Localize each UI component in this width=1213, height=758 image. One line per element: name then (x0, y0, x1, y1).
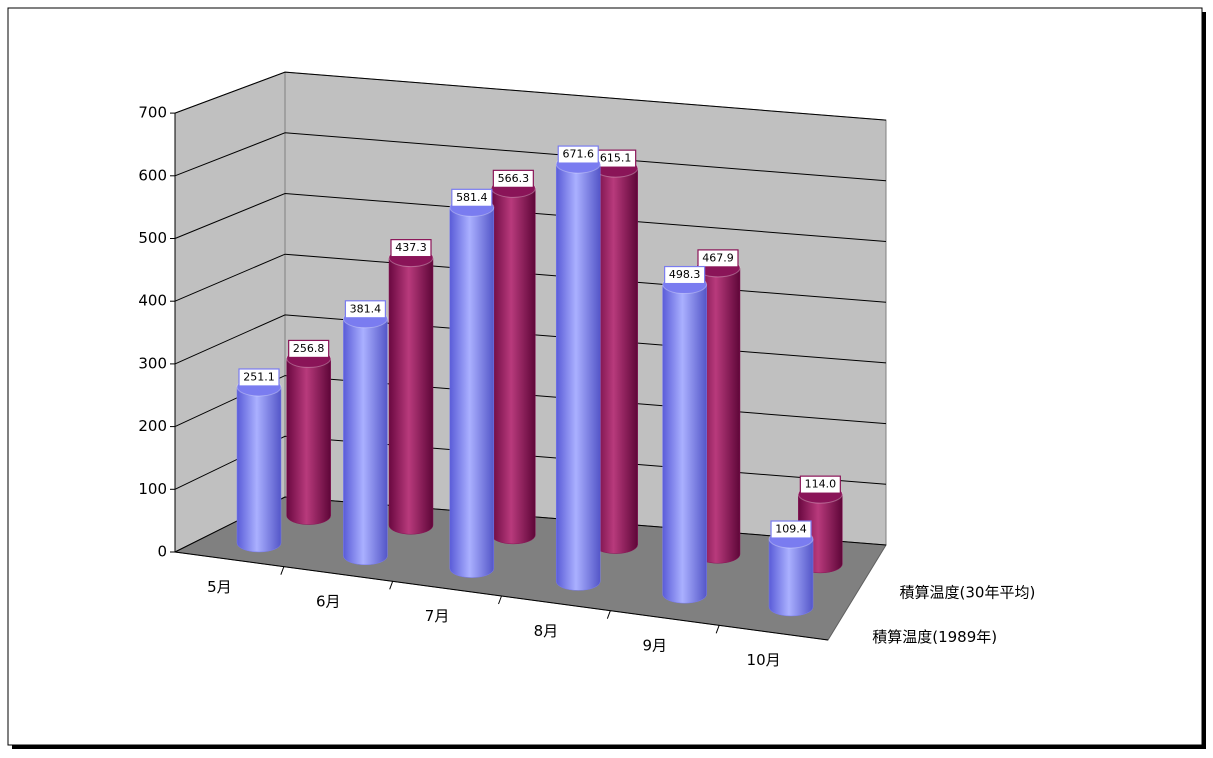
cylinder (343, 318, 388, 566)
value-label-box (390, 239, 432, 258)
value-label-box (557, 145, 599, 164)
depth-label: 積算温度(1989年) (872, 628, 997, 646)
value-label: 437.3 (395, 241, 427, 254)
y-tick-label: 700 (138, 104, 167, 122)
value-label-box (451, 188, 493, 207)
grid-line (174, 132, 887, 182)
cylinder (662, 284, 707, 604)
value-label: 566.3 (498, 172, 530, 185)
y-tick-label: 400 (138, 292, 167, 310)
value-label-box (344, 300, 387, 319)
value-label-box (664, 265, 706, 285)
cylinder (449, 207, 495, 578)
x-tick (389, 581, 394, 590)
value-label: 581.4 (456, 191, 488, 204)
x-tick-label: 7月 (425, 607, 450, 625)
x-tick-label: 9月 (642, 637, 667, 655)
value-label: 256.8 (293, 342, 325, 355)
cylinder (491, 188, 536, 545)
x-tick (715, 625, 720, 634)
value-label-box (697, 249, 739, 268)
grid-line (174, 71, 887, 121)
value-label: 615.1 (600, 152, 632, 165)
value-label: 671.6 (562, 148, 594, 161)
cylinder (555, 163, 601, 591)
x-tick-label: 5月 (207, 578, 232, 596)
value-label: 109.4 (775, 523, 807, 536)
depth-label: 積算温度(30年平均) (900, 583, 1036, 601)
value-label: 467.9 (702, 251, 734, 264)
value-label: 381.4 (350, 302, 382, 315)
value-label-box (770, 520, 812, 539)
grid-line (174, 192, 887, 242)
value-label: 498.3 (669, 268, 701, 281)
y-tick-label: 0 (157, 543, 167, 561)
value-label: 114.0 (805, 478, 837, 491)
y-tick-label: 200 (138, 417, 167, 435)
x-tick-label: 6月 (316, 593, 341, 611)
x-tick (606, 610, 611, 619)
value-label-box (238, 368, 280, 387)
y-tick-label: 500 (138, 229, 167, 247)
value-label-box (492, 169, 534, 188)
x-tick-label: 10月 (747, 651, 781, 669)
cylinder (286, 358, 331, 525)
y-tick-label: 300 (138, 354, 167, 372)
cylinder (236, 386, 282, 553)
value-label-box (288, 339, 330, 359)
cylinder (768, 538, 814, 617)
y-tick-label: 600 (138, 166, 167, 184)
x-tick (498, 595, 502, 605)
value-label: 251.1 (243, 370, 275, 383)
x-tick-label: 8月 (534, 622, 559, 640)
cylinder (388, 257, 434, 535)
value-label-box (799, 475, 841, 494)
y-tick-label: 100 (138, 480, 167, 498)
x-tick (280, 566, 285, 575)
